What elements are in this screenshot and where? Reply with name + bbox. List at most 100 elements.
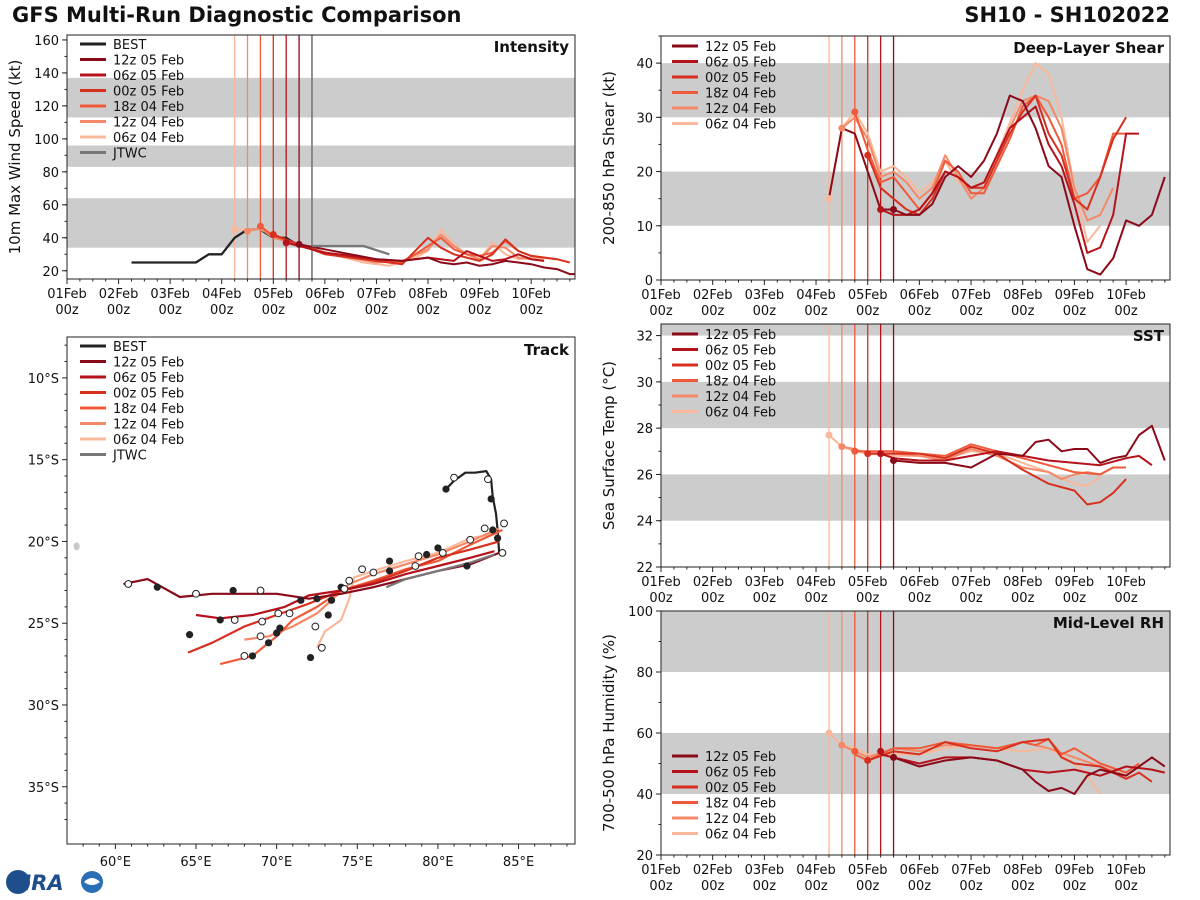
x-tick-hour: 00z (856, 591, 880, 606)
track-point-12z (192, 589, 200, 598)
legend-label: 00z 05 Feb (113, 85, 184, 100)
track-point-12z (345, 576, 354, 585)
track-point-00z (463, 562, 471, 570)
x-tick-hour: 00z (365, 303, 389, 318)
x-tick-date: 02Feb (693, 863, 733, 878)
plot-frame (66, 34, 576, 280)
x-tick-date: 07Feb (951, 575, 991, 590)
y-tick-label: 24 (636, 515, 653, 530)
track-point-00z (385, 557, 394, 565)
x-tick-hour: 00z (210, 303, 234, 318)
init-marker (295, 240, 303, 248)
x-tick-date: 09Feb (1055, 288, 1095, 303)
init-marker (282, 239, 290, 247)
init-marker (864, 450, 872, 458)
x-tick-date: 01Feb (641, 863, 681, 878)
x-tick-date: 07Feb (357, 287, 397, 302)
x-tick-hour: 00z (959, 879, 983, 894)
series-line (272, 233, 571, 266)
series-line (866, 94, 1127, 216)
track-point-12z (480, 524, 489, 533)
plot-area (661, 324, 1170, 567)
legend-label: 18z 04 Feb (705, 87, 776, 102)
x-tick-date: 08Feb (1003, 863, 1043, 878)
y-tick-label: 25°S (28, 617, 59, 632)
track-point-12z (484, 475, 492, 484)
y-tick-label: 26 (636, 468, 653, 483)
track-point-12z (358, 565, 367, 574)
y-tick-label: 80 (42, 166, 59, 181)
init-marker (851, 108, 859, 116)
track-point-12z (369, 568, 378, 577)
init-marker (231, 226, 239, 234)
x-tick-hour: 00z (1011, 879, 1035, 894)
x-tick-hour: 00z (701, 879, 725, 894)
x-tick-date: 06Feb (900, 863, 940, 878)
y-tick-label: 160 (34, 34, 59, 49)
category-band (67, 145, 575, 167)
x-tick-date: 10Feb (1106, 863, 1146, 878)
legend-label: 06z 05 Feb (705, 344, 776, 359)
y-axis-label: 10m Max Wind Speed (kt) (6, 60, 24, 255)
series-line (298, 243, 575, 276)
track-point-12z (256, 632, 265, 641)
x-tick-hour: 00z (804, 591, 828, 606)
x-tick-date: 08Feb (1003, 575, 1043, 590)
y-tick-label: 22 (636, 561, 653, 576)
y-tick-label: 40 (636, 788, 653, 803)
y-axis-label: 700-500 hPa Humidity (%) (600, 634, 618, 832)
x-tick-date: 06Feb (305, 287, 345, 302)
track-point-12z (414, 552, 423, 561)
y-tick-label: 28 (636, 422, 653, 437)
legend-label: BEST (113, 38, 146, 53)
y-tick-label: 40 (636, 57, 653, 72)
series-line (893, 756, 1166, 795)
legend-label: 00z 05 Feb (113, 387, 184, 402)
init-marker (890, 753, 898, 761)
legend-label: 06z 04 Feb (705, 828, 776, 843)
track-point-00z (493, 534, 502, 542)
x-tick-hour: 00z (701, 591, 725, 606)
init-marker (244, 227, 252, 235)
x-tick-hour: 00z (856, 304, 880, 319)
x-tick-date: 02Feb (99, 287, 139, 302)
track-point-00z (229, 586, 237, 595)
y-tick-label: 32 (636, 330, 653, 345)
y-tick-label: 20 (636, 166, 653, 181)
x-tick-hour: 00z (107, 303, 131, 318)
legend-label: 12z 04 Feb (113, 418, 184, 433)
track-point-12z (240, 652, 249, 660)
init-marker (877, 206, 885, 214)
track-point-00z (306, 653, 315, 662)
x-tick-date: 05Feb (848, 575, 888, 590)
legend-label: 12z 04 Feb (705, 812, 776, 827)
category-band (661, 324, 1170, 336)
x-tick-date: 04Feb (796, 288, 836, 303)
legend-label: 06z 04 Feb (705, 406, 776, 421)
legend-label: 18z 04 Feb (705, 797, 776, 812)
track-point-12z (311, 622, 320, 631)
x-tick-hour: 00z (1114, 591, 1138, 606)
y-tick-label: 10°S (28, 372, 59, 387)
x-tick-hour: 00z (1063, 304, 1087, 319)
track-point-00z (297, 596, 305, 604)
track-point-12z (438, 548, 447, 557)
x-tick-date: 02Feb (693, 288, 733, 303)
y-tick-label: 100 (34, 133, 59, 148)
track-point-00z (442, 485, 450, 493)
legend-label: 12z 05 Feb (705, 750, 776, 765)
track-line (316, 532, 498, 649)
y-tick-label: 140 (34, 67, 59, 82)
x-tick-hour: 00z (649, 304, 673, 319)
x-tick-hour: 00z (55, 303, 79, 318)
x-tick-date: 04Feb (202, 287, 242, 302)
track-point-00z (264, 639, 273, 647)
track-point-00z (487, 495, 495, 503)
x-tick-label: 65°E (180, 855, 211, 870)
track-point-12z (124, 580, 133, 588)
